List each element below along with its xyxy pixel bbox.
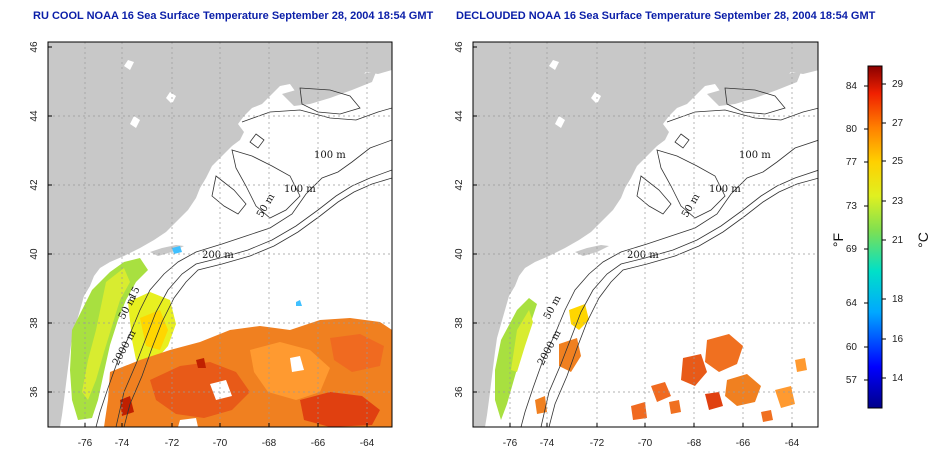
f-tick-label: 69 (846, 244, 858, 255)
lat-label: 42 (454, 179, 465, 191)
c-tick-label: 23 (892, 196, 904, 207)
contour-label-100m-gb: 100 m (284, 184, 316, 195)
unit-fahrenheit: °F (830, 233, 846, 247)
lat-label: 44 (454, 110, 465, 122)
panel-2-lat-labels: 46 44 42 40 38 36 (454, 41, 465, 398)
contour-label-100m-gb: 100 m (709, 184, 741, 195)
lakes (124, 60, 176, 128)
colorbar: 84 80 77 73 69 64 60 57 29 27 25 23 21 1… (830, 65, 931, 409)
contour-label-100m-north: 100 m (314, 150, 346, 161)
f-tick-label: 64 (846, 298, 858, 309)
c-tick-label: 21 (892, 235, 904, 246)
land-mass (48, 42, 392, 427)
lat-label: 40 (454, 248, 465, 260)
unit-celsius: °C (915, 232, 931, 248)
lon-label: -70 (638, 438, 653, 449)
panel-1-lat-labels: 46 44 42 40 38 36 (29, 41, 40, 398)
graticule (48, 42, 392, 427)
map-panel-2: 100 m 100 m 50 m 200 m 50 m 2000 m (454, 41, 819, 449)
c-tick-label: 14 (892, 373, 904, 384)
lat-label: 38 (29, 317, 40, 329)
contour-label-100m-north: 100 m (739, 150, 771, 161)
colorbar-f-labels: 84 80 77 73 69 64 60 57 (846, 81, 858, 386)
contour-label-15: 15 (127, 285, 143, 301)
panel-2-lon-labels: -76 -74 -72 -70 -68 -66 -64 (503, 438, 800, 449)
lon-label: -74 (115, 438, 130, 449)
lon-label: -66 (736, 438, 751, 449)
panel-2-title: DECLOUDED NOAA 16 Sea Surface Temperatur… (456, 10, 876, 22)
lat-label: 36 (454, 386, 465, 398)
graticule (473, 42, 818, 427)
lat-label: 42 (29, 179, 40, 191)
panel-1-title: RU COOL NOAA 16 Sea Surface Temperature … (33, 10, 434, 22)
f-tick-label: 60 (846, 342, 858, 353)
panel-2-ticks (473, 46, 793, 427)
lat-label: 46 (29, 41, 40, 53)
nova-scotia (282, 72, 376, 106)
lon-label: -72 (165, 438, 180, 449)
land-mass (473, 42, 818, 427)
f-tick-label: 80 (846, 124, 858, 135)
c-tick-label: 16 (892, 334, 904, 345)
lat-label: 44 (29, 110, 40, 122)
contour-label-200m: 200 m (202, 250, 234, 261)
lat-label: 36 (29, 386, 40, 398)
colorbar-gradient (867, 65, 883, 409)
lat-label: 46 (454, 41, 465, 53)
f-tick-label: 84 (846, 81, 858, 92)
f-tick-label: 77 (846, 157, 858, 168)
lon-label: -72 (590, 438, 605, 449)
lon-label: -76 (78, 438, 93, 449)
lon-label: -74 (540, 438, 555, 449)
f-tick-label: 57 (846, 375, 858, 386)
map-panel-1: 100 m 100 m 50 m 200 m 50 m 15 2000 m (29, 41, 393, 449)
long-island (575, 245, 609, 256)
colorbar-ticks (864, 83, 886, 381)
contour-label-200m: 200 m (627, 250, 659, 261)
c-tick-label: 27 (892, 118, 904, 129)
lon-label: -64 (360, 438, 375, 449)
panel-1-lon-labels: -76 -74 -72 -70 -68 -66 -64 (78, 438, 375, 449)
colorbar-c-labels: 29 27 25 23 21 18 16 14 (892, 79, 904, 384)
panel-1-ticks (48, 46, 368, 427)
lon-label: -68 (262, 438, 277, 449)
c-tick-label: 29 (892, 79, 904, 90)
lat-label: 40 (29, 248, 40, 260)
sst-data-declouded (495, 298, 807, 422)
delaware-bay (527, 280, 535, 300)
lakes (549, 60, 601, 128)
lon-label: -68 (687, 438, 702, 449)
lon-label: -66 (311, 438, 326, 449)
c-tick-label: 25 (892, 156, 904, 167)
lon-label: -70 (213, 438, 228, 449)
f-tick-label: 73 (846, 201, 858, 212)
lon-label: -64 (785, 438, 800, 449)
lat-label: 38 (454, 317, 465, 329)
sst-data (70, 246, 392, 427)
lon-label: -76 (503, 438, 518, 449)
c-tick-label: 18 (892, 294, 904, 305)
nova-scotia (707, 72, 801, 106)
